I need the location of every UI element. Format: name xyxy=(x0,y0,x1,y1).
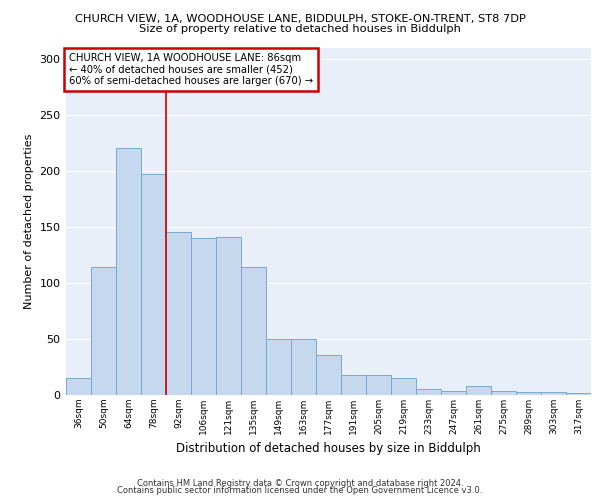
Bar xyxy=(416,390,441,395)
Text: Contains public sector information licensed under the Open Government Licence v3: Contains public sector information licen… xyxy=(118,486,482,495)
Bar xyxy=(391,378,416,395)
Bar xyxy=(491,390,516,395)
Bar xyxy=(91,267,116,395)
Bar xyxy=(166,232,191,395)
Bar xyxy=(116,148,141,395)
Bar xyxy=(141,174,166,395)
Bar xyxy=(291,339,316,395)
Bar xyxy=(516,392,541,395)
Bar xyxy=(541,392,566,395)
Bar xyxy=(466,386,491,395)
Text: Contains HM Land Registry data © Crown copyright and database right 2024.: Contains HM Land Registry data © Crown c… xyxy=(137,478,463,488)
Bar xyxy=(441,390,466,395)
Bar xyxy=(191,238,216,395)
Bar xyxy=(341,375,366,395)
Bar xyxy=(316,354,341,395)
Text: CHURCH VIEW, 1A WOODHOUSE LANE: 86sqm
← 40% of detached houses are smaller (452): CHURCH VIEW, 1A WOODHOUSE LANE: 86sqm ← … xyxy=(68,52,313,86)
Text: Size of property relative to detached houses in Biddulph: Size of property relative to detached ho… xyxy=(139,24,461,34)
Bar xyxy=(366,375,391,395)
X-axis label: Distribution of detached houses by size in Biddulph: Distribution of detached houses by size … xyxy=(176,442,481,456)
Bar xyxy=(241,267,266,395)
Y-axis label: Number of detached properties: Number of detached properties xyxy=(24,134,34,309)
Bar xyxy=(66,378,91,395)
Text: CHURCH VIEW, 1A, WOODHOUSE LANE, BIDDULPH, STOKE-ON-TRENT, ST8 7DP: CHURCH VIEW, 1A, WOODHOUSE LANE, BIDDULP… xyxy=(74,14,526,24)
Bar xyxy=(266,339,291,395)
Bar xyxy=(566,393,591,395)
Bar xyxy=(216,237,241,395)
